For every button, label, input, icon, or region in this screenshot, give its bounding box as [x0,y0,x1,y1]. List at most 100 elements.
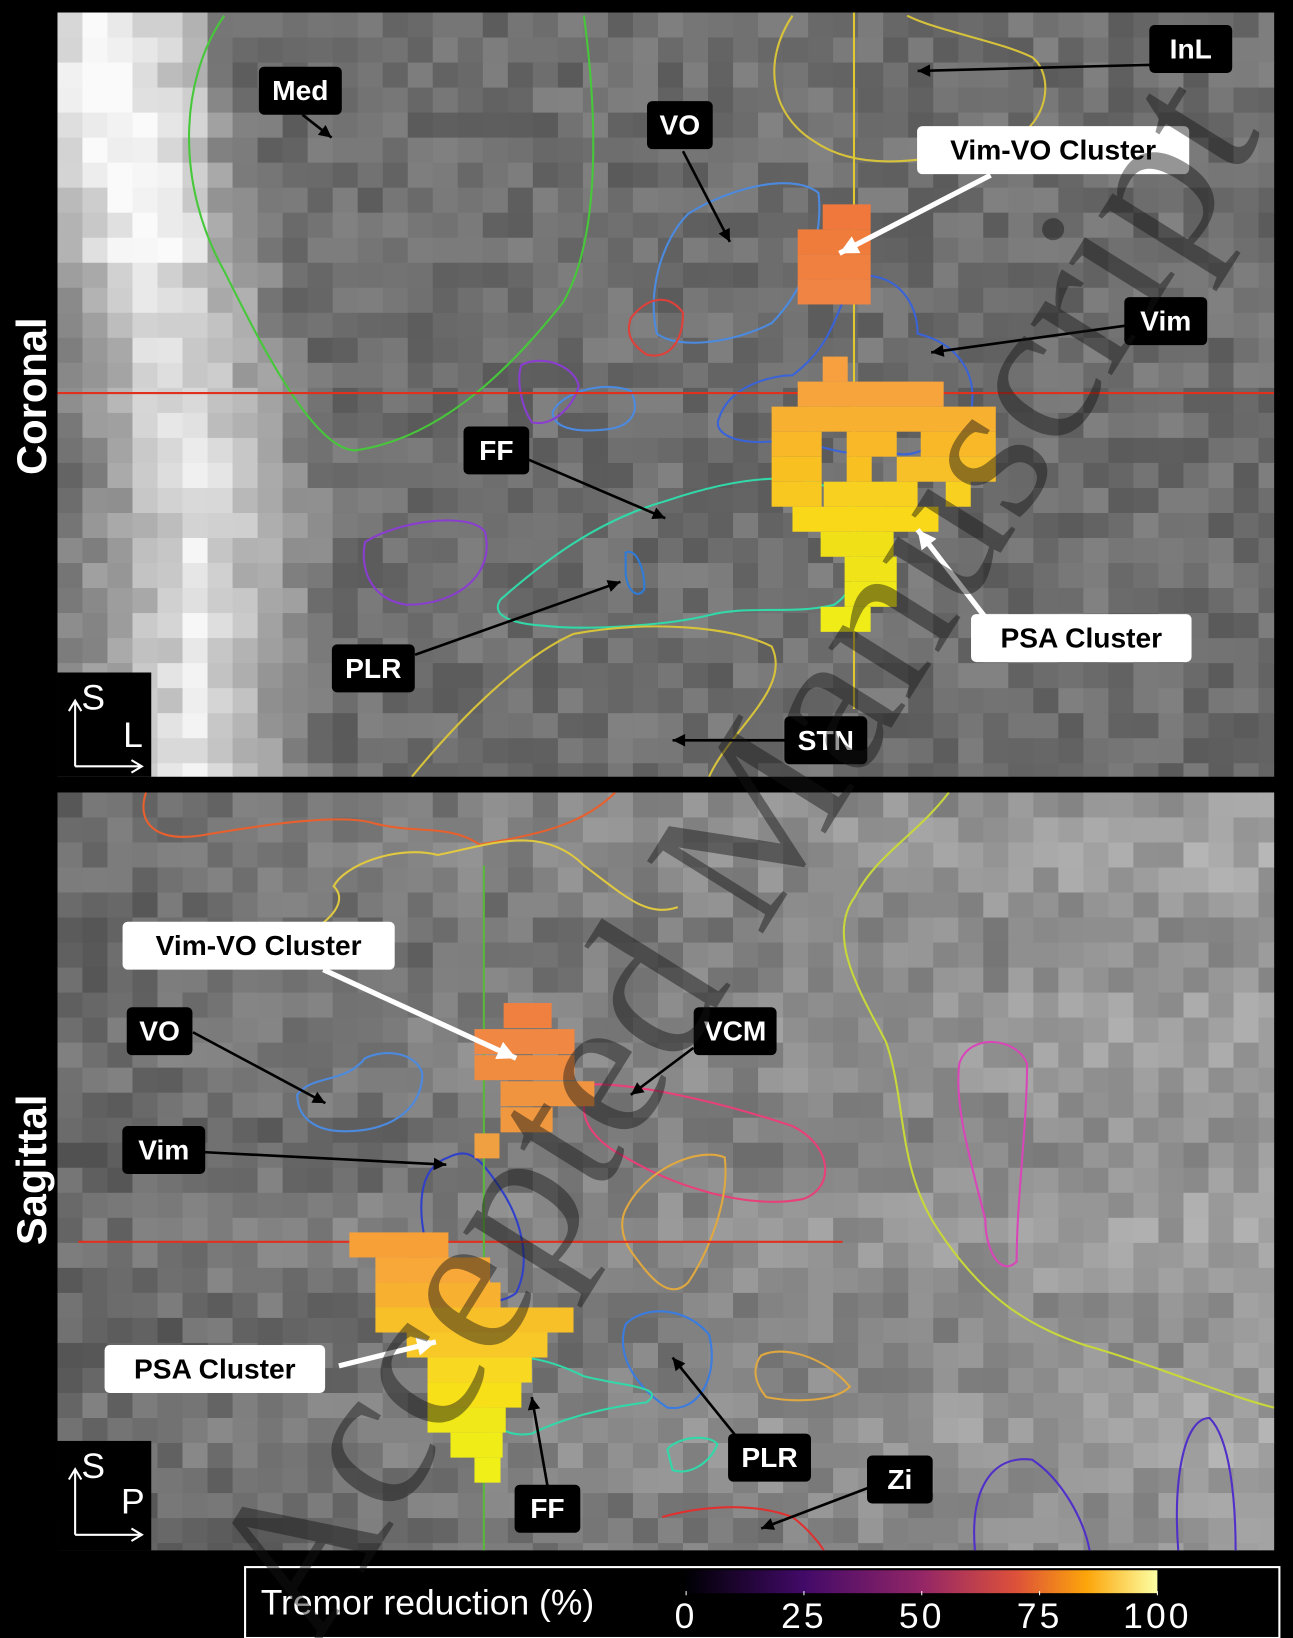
mri-pixel [482,942,509,969]
mri-pixel [607,1468,634,1494]
mri-pixel [858,37,884,64]
mri-pixel [983,917,1009,944]
mri-pixel [157,1292,184,1319]
mri-pixel [733,1292,759,1319]
mri-pixel [758,212,784,239]
mri-pixel [357,1017,384,1044]
mri-pixel [232,638,259,664]
mri-pixel [657,262,684,289]
mri-pixel [582,137,609,164]
mri-pixel [282,713,309,739]
mri-pixel [232,588,259,614]
mri-pixel [107,967,133,994]
mri-pixel [1033,337,1059,364]
mri-pixel [808,37,834,64]
mri-pixel [207,312,234,339]
mri-pixel [758,917,784,944]
mri-pixel [733,512,759,539]
cluster-voxel [820,606,871,632]
cluster-voxel [896,456,996,482]
contour [551,385,636,432]
mri-pixel [883,337,909,364]
mri-pixel [132,512,159,539]
mri-pixel [1058,237,1084,264]
mri-pixel [182,738,209,764]
mri-pixel [883,287,909,314]
mri-pixel [232,1192,259,1219]
mri-pixel [532,162,559,189]
cluster-voxel [375,1257,491,1283]
mri-pixel [282,892,309,919]
mri-pixel [883,37,909,64]
mri-pixel [833,917,859,944]
arrow [203,1150,447,1166]
mri-pixel [432,1518,459,1544]
mri-pixel [883,187,909,214]
mri-pixel [908,638,934,664]
mri-pixel [232,1117,259,1144]
mri-pixel [282,1242,309,1269]
mri-pixel [557,792,584,818]
mri-pixel [632,688,659,714]
mri-pixel [282,967,309,994]
mri-pixel [132,1242,159,1269]
mri-pixel [908,1342,934,1369]
mri-pixel [432,87,459,114]
contour [624,550,646,595]
mri-pixel [282,1217,309,1244]
mri-pixel [883,867,909,894]
mri-pixel [1208,588,1235,614]
mri-pixel [607,437,634,464]
mri-pixel [282,437,309,464]
mri-pixel [1258,512,1275,539]
mri-pixel [357,1543,384,1551]
mri-pixel [157,1192,184,1219]
mri-pixel [1158,1267,1184,1294]
mri-pixel [607,967,634,994]
mri-pixel [708,1292,734,1319]
mri-pixel [182,262,209,289]
mri-pixel [983,237,1009,264]
mri-pixel [207,62,234,89]
mri-pixel [582,1518,609,1544]
mri-pixel [733,1142,759,1169]
cluster-voxel [474,1133,500,1159]
mri-pixel [883,917,909,944]
mri-pixel [332,1192,359,1219]
mri-pixel [157,792,184,818]
mri-pixel [1208,512,1235,539]
mri-pixel [1008,62,1034,89]
mri-pixel [657,1017,684,1044]
mri-pixel [157,1092,184,1119]
mri-pixel [1083,1217,1109,1244]
mri-pixel [1233,462,1260,489]
mri-pixel [307,792,334,818]
mri-pixel [1058,1443,1084,1469]
mri-pixel [1058,87,1084,114]
mri-pixel [482,187,509,214]
mri-pixel [1083,1443,1109,1469]
mri-pixel [1033,1117,1059,1144]
mri-pixel [1058,412,1084,439]
mri-pixel [1133,87,1159,114]
arrow-head [917,529,937,551]
mri-pixel [1108,487,1134,514]
mri-pixel [57,563,83,589]
mri-pixel [983,1518,1009,1544]
mri-pixel [607,1042,634,1069]
mri-pixel [657,538,684,564]
mri-pixel [557,1167,584,1194]
mri-pixel [582,312,609,339]
mri-pixel [157,487,184,514]
mri-pixel [933,312,959,339]
mri-pixel [657,1217,684,1244]
mri-pixel [1258,842,1275,869]
mri-pixel [257,1317,284,1344]
mri-pixel [632,917,659,944]
mri-pixel [457,917,484,944]
mri-pixel [132,1418,159,1444]
mri-pixel [1258,262,1275,289]
mri-pixel [657,967,684,994]
mri-pixel [1033,942,1059,969]
mri-pixel [107,817,133,843]
